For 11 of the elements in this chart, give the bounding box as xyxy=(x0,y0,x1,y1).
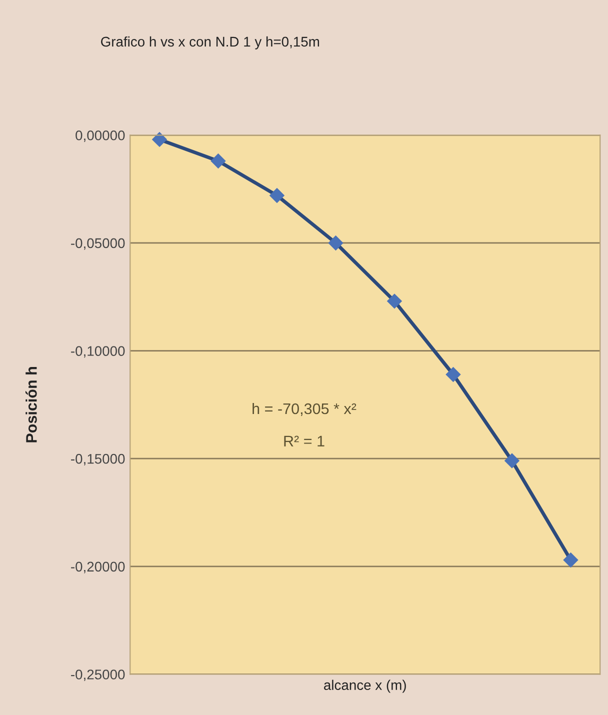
annotation: h = -70,305 * x² xyxy=(252,402,356,416)
y-tick-label: -0,15000 xyxy=(71,454,125,466)
y-axis-title: Posición h xyxy=(25,367,37,442)
y-tick-label: 0,00000 xyxy=(76,130,125,142)
annotation: R² = 1 xyxy=(284,436,324,446)
chart-title: Grafico h vs x con N.D 1 y h=0,15m xyxy=(101,36,320,50)
y-tick-label: -0,20000 xyxy=(71,562,125,574)
y-tick-label: -0,25000 xyxy=(71,670,125,682)
y-tick-label: -0,10000 xyxy=(71,346,125,358)
y-tick-label: -0,05000 xyxy=(71,238,125,250)
x-axis-title: alcance x (m) xyxy=(324,680,406,693)
